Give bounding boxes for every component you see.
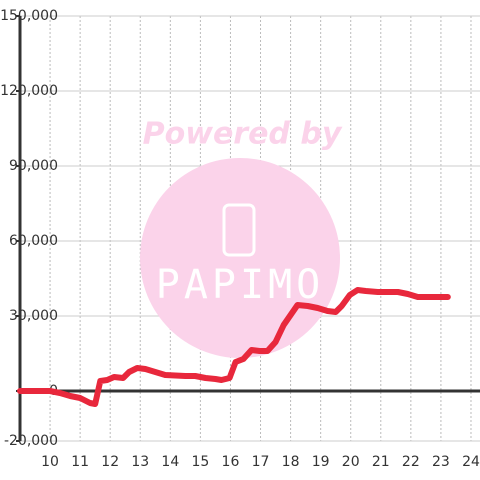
x-tick-label: 13 <box>131 454 149 470</box>
x-tick-label: 17 <box>252 454 270 470</box>
x-tick-label: 20 <box>342 454 360 470</box>
x-tick-label: 15 <box>191 454 209 470</box>
watermark-text: Powered by <box>143 117 343 152</box>
x-tick-label: 12 <box>101 454 119 470</box>
x-tick-label: 24 <box>462 454 480 470</box>
x-tick-label: 22 <box>402 454 420 470</box>
watermark-icon <box>222 203 256 257</box>
x-tick-label: 19 <box>312 454 330 470</box>
y-tick-label: 30,000 <box>9 308 58 324</box>
x-tick-label: 11 <box>71 454 89 470</box>
watermark: Powered by PAPIMO <box>140 117 343 358</box>
y-tick-label: -20,000 <box>4 433 58 449</box>
x-tick-label: 18 <box>282 454 300 470</box>
data-line <box>17 287 451 407</box>
y-tick-label: 120,000 <box>0 83 58 99</box>
y-tick-label: 60,000 <box>9 233 58 249</box>
x-tick-label: 21 <box>372 454 390 470</box>
x-tick-label: 10 <box>41 454 59 470</box>
x-tick-label: 16 <box>222 454 240 470</box>
x-tick-label: 23 <box>432 454 450 470</box>
y-tick-label: 90,000 <box>9 158 58 174</box>
watermark-circle <box>140 158 340 358</box>
watermark-logo: PAPIMO <box>156 262 325 308</box>
x-tick-label: 14 <box>161 454 179 470</box>
y-tick-label: 150,000 <box>0 8 58 24</box>
